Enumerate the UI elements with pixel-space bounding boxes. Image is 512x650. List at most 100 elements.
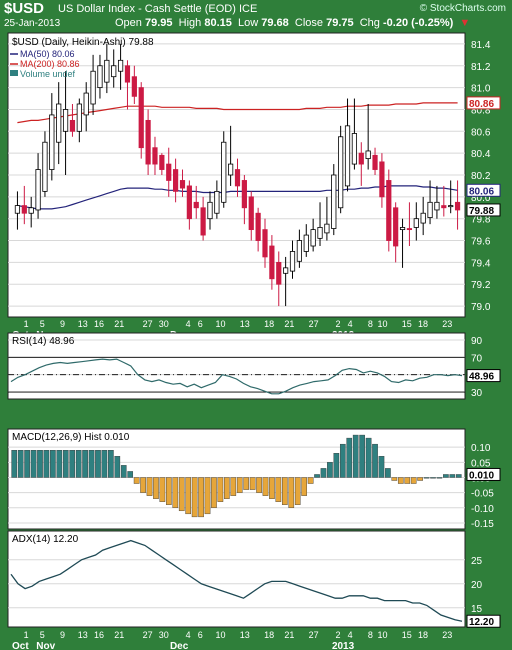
candle-body (262, 229, 268, 258)
candle-body (221, 141, 227, 203)
x-tick-label: 13 (78, 319, 88, 329)
macd-bars (11, 434, 462, 518)
macd-bar (120, 465, 127, 478)
y-tick-label: 79.2 (471, 280, 491, 291)
price-panel: 79.079.279.479.679.880.080.280.480.680.8… (7, 32, 501, 318)
x-tick-label: 4 (186, 319, 191, 329)
rsi-last-value: 48.96 (469, 372, 494, 383)
x-tick-label: 1 (24, 630, 29, 640)
macd-bar (346, 437, 353, 478)
macd-bar (204, 477, 211, 515)
x-tick-label: 2 (335, 630, 340, 640)
open-label: Open (115, 17, 142, 29)
macd-bar (172, 477, 179, 508)
candle-body (138, 87, 144, 149)
candle-body (145, 119, 151, 165)
x-tick-label: 13 (240, 319, 250, 329)
x-tick-label: 4 (348, 319, 353, 329)
adx-y-axis: 25 20 15 12.20 (466, 556, 501, 628)
x-tick-label: 5 (40, 319, 45, 329)
candle-body (131, 76, 137, 97)
candle-body (420, 212, 426, 224)
x-tick-label: 27 (143, 319, 153, 329)
legend-ma50: MA(50) 80.06 (20, 49, 75, 59)
macd-bar (133, 477, 140, 484)
candle-body (76, 103, 82, 132)
macd-bar (127, 471, 134, 478)
price-last-labels: 80.86 80.06 79.88 (466, 96, 501, 217)
macd-bar (372, 443, 378, 478)
ohlc-readout: Open 79.95 High 80.15 Low 79.68 Close 79… (115, 17, 470, 29)
x-tick-label: 18 (264, 319, 274, 329)
candle-body (152, 147, 158, 165)
x-tick-label: 6 (198, 319, 203, 329)
macd-bar (339, 443, 346, 478)
candle-body (90, 70, 96, 105)
macd-bar (262, 477, 269, 496)
candle-body (310, 229, 316, 247)
price-y-axis: 79.0 79.2 79.4 79.6 79.8 80.0 80.2 80.4 80.6 80.8… (471, 40, 491, 313)
last-value-label-box (466, 183, 501, 197)
macd-bar (11, 450, 18, 478)
x-tick-label: 1 (24, 319, 29, 329)
macd-bar (423, 477, 430, 479)
candle-body (393, 207, 399, 247)
x-tick-label: 9 (60, 319, 65, 329)
legend-ma200: MA(200) 80.86 (20, 59, 80, 69)
adx-last-value-box (466, 614, 501, 628)
x-tick-label: 18 (418, 630, 428, 640)
x-tick-label: 9 (60, 630, 65, 640)
macd-bar (404, 477, 411, 484)
candle-body (358, 152, 364, 165)
candle-body (344, 125, 351, 187)
x-tick-label: 16 (94, 319, 104, 329)
y-tick-label: 80.6 (471, 127, 491, 138)
rsi-last-value-box (466, 369, 501, 383)
macd-bar (436, 477, 443, 479)
macd-bar (166, 477, 172, 505)
macd-bar (301, 477, 307, 496)
candle-body (303, 234, 309, 252)
macd-bar (378, 456, 385, 478)
last-value-label: 80.86 (469, 99, 494, 110)
x-tick-label: 8 (368, 319, 373, 329)
candle-body (14, 205, 21, 214)
adx-grid (8, 559, 465, 609)
brand[interactable]: © StockCharts.com (419, 3, 506, 14)
low-value: 79.68 (261, 17, 289, 29)
macd-bar (230, 477, 237, 496)
macd-bar (236, 477, 243, 493)
rsi-plot-area (7, 332, 466, 400)
candle-body (317, 227, 323, 239)
open-value: 79.95 (144, 17, 173, 29)
legend: MA(50) 80.06 MA(200) 80.86 Volume undef (10, 49, 80, 79)
candle-body (166, 163, 172, 181)
candle-body (234, 169, 241, 187)
candle-body (434, 201, 440, 211)
y-tick-label: 79.8 (471, 215, 491, 226)
y-tick-label: 0.10 (471, 443, 491, 454)
candle-body (248, 196, 254, 231)
y-tick-label: 80.0 (471, 193, 491, 204)
x-tick-label: 21 (114, 319, 124, 329)
macd-bar (249, 477, 256, 490)
y-tick-label: -0.10 (471, 504, 494, 515)
macd-bar (88, 450, 95, 478)
macd-bar (37, 450, 43, 478)
y-tick-label: 81.0 (471, 84, 491, 95)
x-tick-label: 27 (309, 630, 319, 640)
y-tick-label: 0.05 (471, 458, 491, 469)
low-label: Low (237, 17, 259, 29)
y-tick-label: 20 (471, 580, 483, 591)
candle-body (399, 227, 406, 231)
macd-y-axis: 0.100.050.00-0.05-0.10-0.150.010 (466, 443, 501, 530)
macd-bar (30, 450, 37, 478)
candle-body (193, 201, 199, 209)
macd-bar (410, 477, 417, 484)
candle-body (49, 114, 55, 170)
candle-body (207, 201, 213, 220)
legend-volume: Volume undef (20, 69, 76, 79)
adx-last-value: 12.20 (469, 617, 494, 628)
candle-body (448, 205, 454, 208)
x-tick-label: 15 (402, 630, 412, 640)
